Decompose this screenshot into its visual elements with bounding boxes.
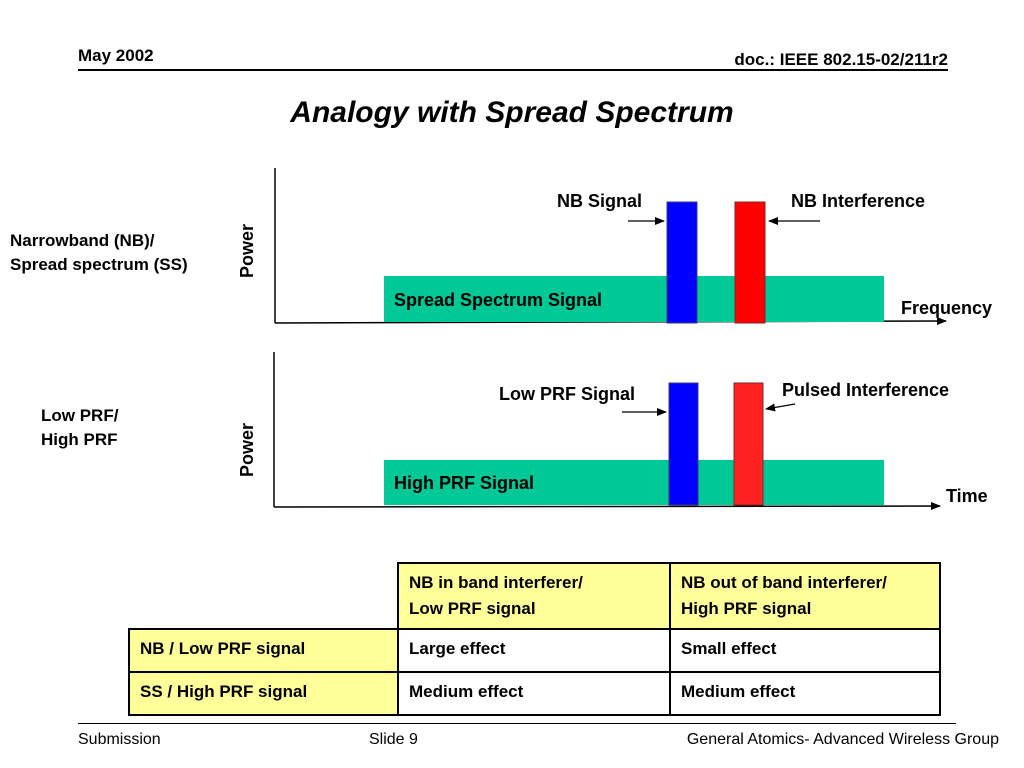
table-cell: Medium effect [397,671,671,716]
top-side-label-line1: Narrowband (NB)/ [10,231,155,250]
table-row: SS / High PRF signal Medium effect Mediu… [128,671,941,716]
top-signal-label: NB Signal [557,191,643,211]
table-col-header-line2: Low PRF signal [409,599,536,618]
header-date: May 2002 [78,46,154,65]
header-rule [78,69,948,71]
top-side-label-line2: Spread spectrum (SS) [10,255,188,274]
header-doc-id: doc.: IEEE 802.15-02/211r2 [734,50,948,69]
table-row: NB / Low PRF signal Large effect Small e… [128,628,941,673]
high-prf-label: High PRF Signal [394,473,535,493]
footer-organization: General Atomics- Advanced Wireless Group [686,731,999,748]
slide-title: Analogy with Spread Spectrum [290,96,734,129]
bottom-x-axis-label: Time [946,486,988,506]
spread-spectrum-band [384,276,884,322]
bottom-side-label-line2: High PRF [41,430,118,449]
spread-spectrum-label: Spread Spectrum Signal [394,290,603,310]
table-col-header-line1: NB out of band interferer/ [681,573,887,592]
table-cell: Medium effect [669,671,941,716]
bottom-side-label-line1: Low PRF/ [41,406,119,425]
table-col-header-line1: NB in band interferer/ [409,573,583,592]
footer-slide-number: Slide 9 [369,731,418,748]
table-corner-empty [129,563,398,629]
table-row-header: NB / Low PRF signal [128,628,399,673]
table-cell: Small effect [669,628,941,673]
table-header-row: NB in band interferer/ Low PRF signal NB… [129,562,941,630]
bottom-interference-label: Pulsed Interference [782,380,950,400]
top-interference-label: NB Interference [791,191,926,211]
table-row-header: SS / High PRF signal [128,671,399,716]
table-col-header-line2: High PRF signal [681,599,812,618]
pulsed-interference-bar [733,382,764,506]
low-prf-signal-bar [668,382,699,506]
nb-interference-bar [734,201,766,324]
top-side-label: Narrowband (NB)/ Spread spectrum (SS) [10,229,188,277]
bottom-side-label: Low PRF/ High PRF [41,404,118,452]
pulsed-interference-arrow [765,403,796,412]
nb-signal-bar [666,201,698,324]
footer-rule [78,723,956,724]
bottom-x-axis [273,502,941,511]
top-x-axis-label: Frequency [901,298,993,318]
table-col-header: NB in band interferer/ Low PRF signal [397,562,671,630]
bottom-signal-label: Low PRF Signal [499,384,636,404]
table-col-header: NB out of band interferer/ High PRF sign… [669,562,941,630]
bottom-axes [273,352,941,511]
footer-submission: Submission [78,731,161,748]
high-prf-band [384,460,884,505]
comparison-table: NB in band interferer/ Low PRF signal NB… [128,562,941,716]
table-cell: Large effect [397,628,671,673]
